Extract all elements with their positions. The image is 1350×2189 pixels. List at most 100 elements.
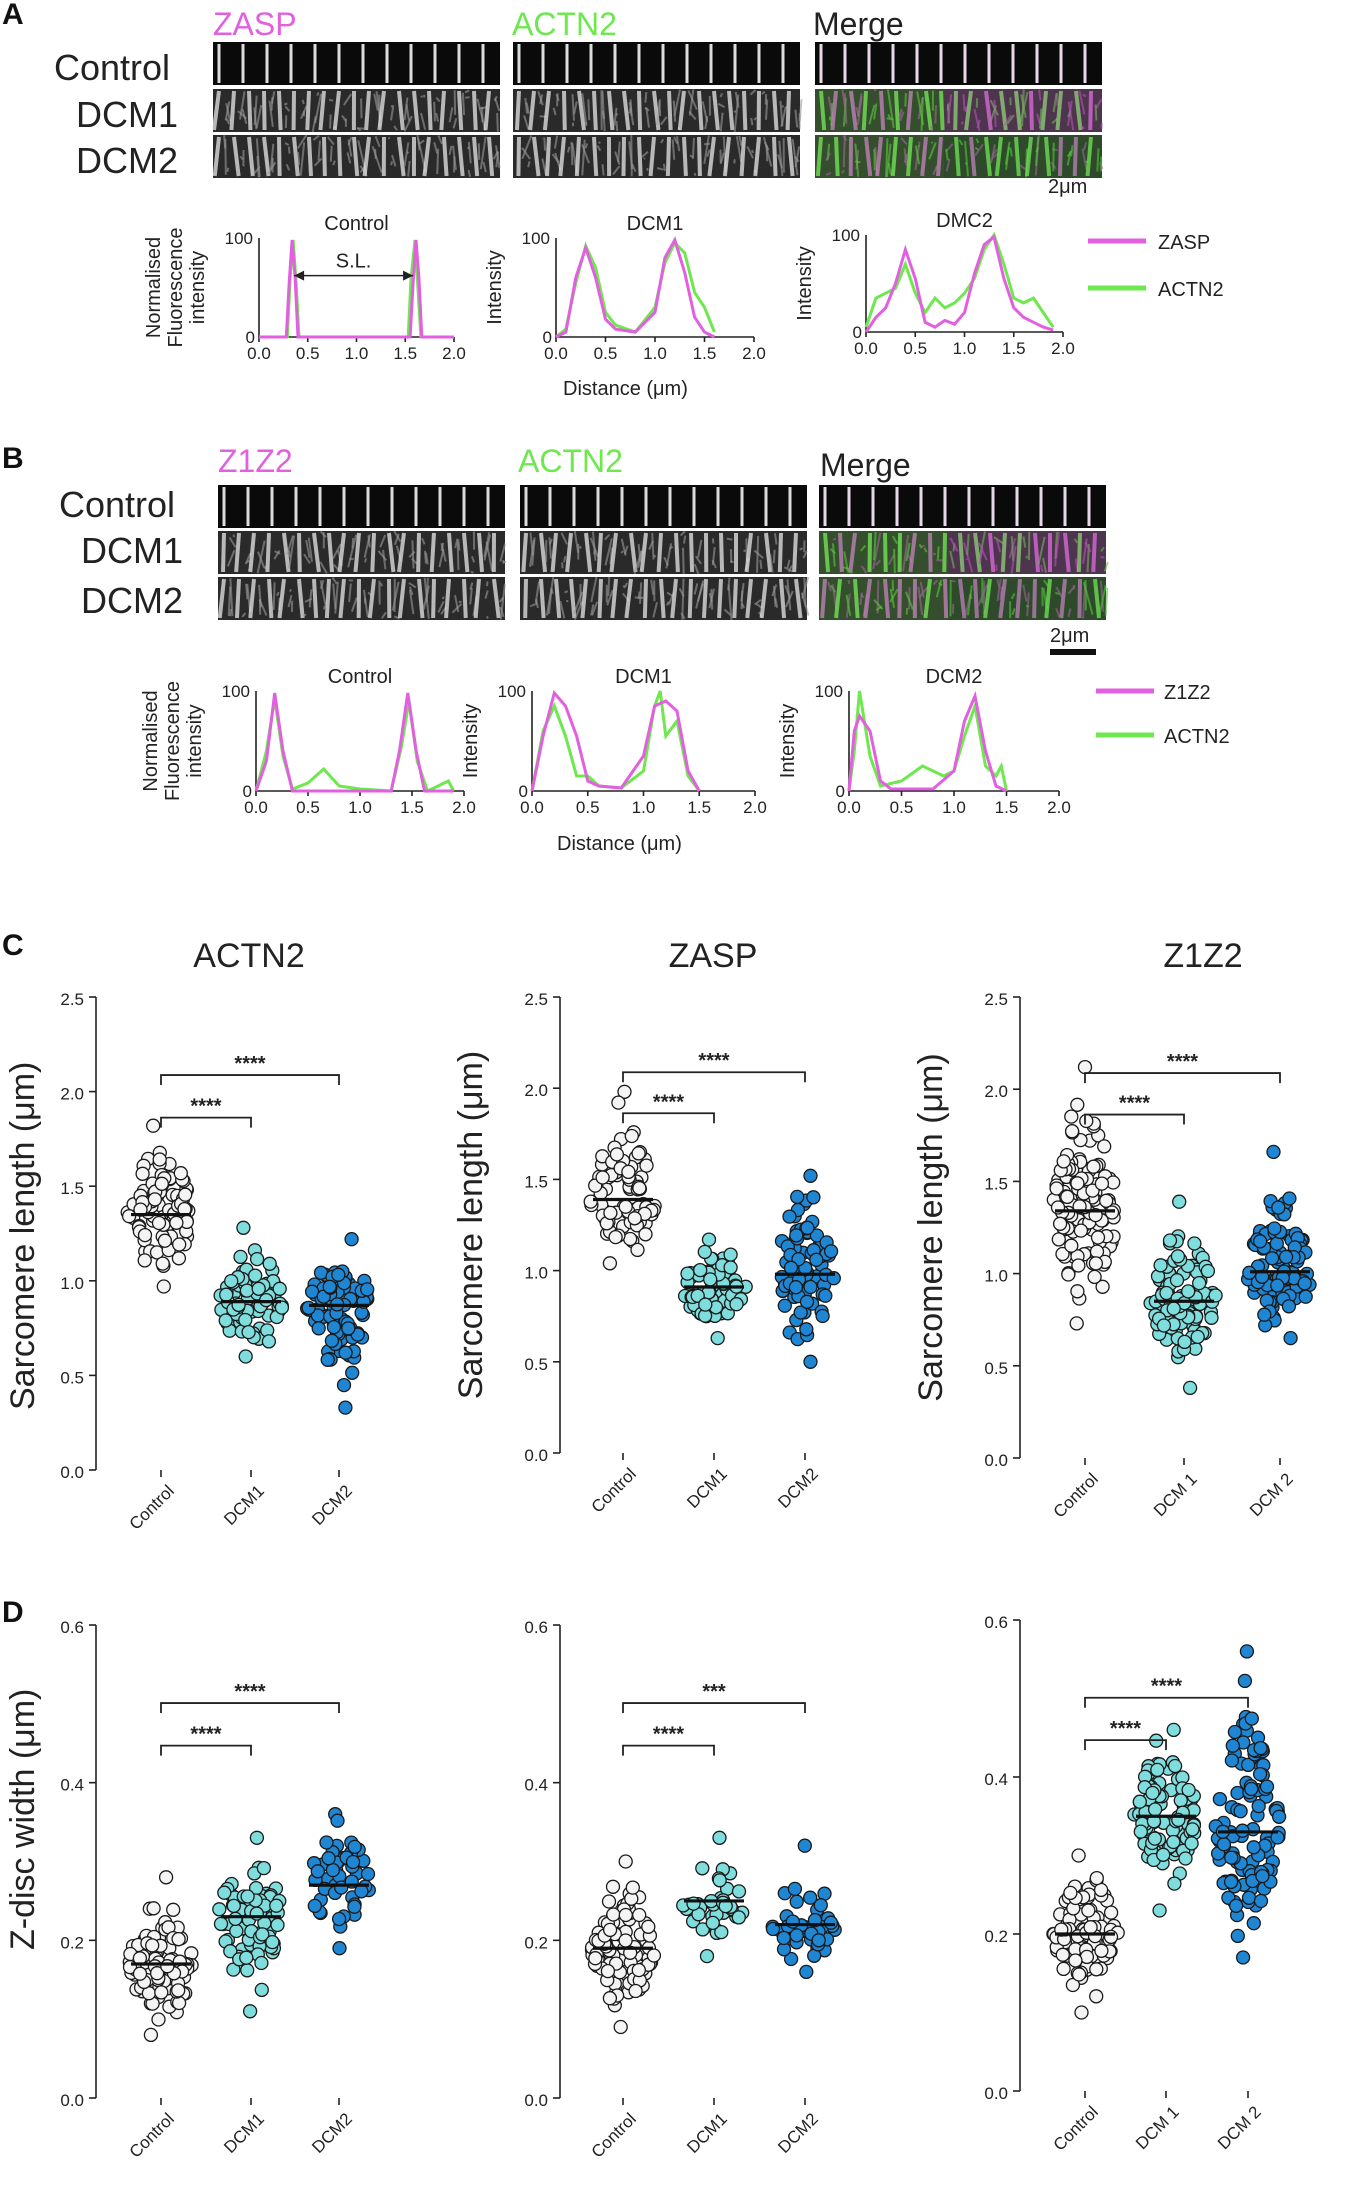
micrograph-stripe xyxy=(772,90,779,131)
micrograph-speckle xyxy=(769,554,774,573)
micrograph-speckle xyxy=(371,145,383,173)
micrograph-stripe xyxy=(607,90,615,131)
data-point xyxy=(239,1283,255,1298)
data-point xyxy=(793,1305,808,1320)
data-point xyxy=(609,1147,625,1162)
data-point xyxy=(1087,1269,1102,1285)
data-point xyxy=(618,1199,633,1214)
data-point xyxy=(790,1189,805,1205)
x-tick-label: DCM2 xyxy=(774,1464,821,1511)
significance-bracket xyxy=(160,1702,340,1714)
plot-title: Z1Z2 xyxy=(1163,937,1242,975)
data-point xyxy=(1192,1275,1207,1291)
micrograph-stripe xyxy=(327,532,335,573)
data-point xyxy=(1071,1258,1086,1273)
micrograph-speckle xyxy=(527,161,531,168)
data-point xyxy=(1156,1318,1172,1333)
data-point xyxy=(1061,1267,1076,1282)
data-point xyxy=(171,1931,186,1947)
micrograph-speckle xyxy=(496,112,499,132)
micrograph-stripe xyxy=(924,90,933,131)
x-tick-label: DCM1 xyxy=(220,2109,267,2156)
micrograph-speckle xyxy=(451,603,463,614)
micrograph-stripe xyxy=(815,136,823,177)
data-point xyxy=(217,1885,232,1900)
micrograph-speckle xyxy=(592,531,597,561)
micrograph-stripe xyxy=(998,578,1007,619)
micrograph-speckle xyxy=(614,151,621,166)
micrograph-stripe xyxy=(1091,532,1097,573)
micrograph-speckle xyxy=(829,548,836,555)
micrograph-speckle xyxy=(801,576,810,599)
micrograph-stripe xyxy=(234,578,241,619)
y-tick-label: 0.5 xyxy=(60,1368,84,1387)
significance-bracket xyxy=(622,1071,806,1083)
data-point xyxy=(1055,1246,1070,1262)
data-point xyxy=(1230,1928,1245,1944)
panel-b-profile-1-x-tick-label: 1.0 xyxy=(348,798,372,817)
data-point xyxy=(238,1312,253,1328)
micrograph-stripe xyxy=(792,532,798,573)
micrograph-stripe xyxy=(297,532,302,573)
data-point xyxy=(1063,1885,1078,1901)
data-point xyxy=(1145,1785,1160,1801)
data-point xyxy=(173,1166,188,1181)
x-tick-label: DCM2 xyxy=(308,1481,355,1528)
x-tick-label: DCM1 xyxy=(683,1464,730,1511)
micrograph-speckle xyxy=(1067,101,1075,131)
micrograph-speckle xyxy=(746,146,754,159)
data-point xyxy=(240,1889,255,1904)
micrograph-speckle xyxy=(875,559,881,566)
micrograph-speckle xyxy=(493,95,498,102)
micrograph-stripe xyxy=(397,136,406,177)
data-point xyxy=(149,1966,165,1981)
micrograph-stripe xyxy=(429,532,436,573)
micrograph-speckle xyxy=(786,559,791,569)
micrograph-speckle xyxy=(523,115,530,130)
data-point xyxy=(224,1273,239,1289)
micrograph-speckle xyxy=(551,153,560,163)
significance-label: **** xyxy=(234,1681,265,1703)
data-point xyxy=(1297,1276,1312,1291)
data-point xyxy=(249,1251,265,1267)
data-point xyxy=(228,1911,243,1927)
data-point xyxy=(301,1300,316,1316)
plot-d1: 0.0 0.2 0.4 0.6 Control DCM1 DCM2 **** **** xyxy=(60,1618,376,2162)
data-point xyxy=(1172,1194,1187,1209)
data-point xyxy=(1200,1263,1216,1279)
micrograph-speckle xyxy=(604,538,613,566)
micrograph-stripe xyxy=(569,578,577,619)
micrograph-speckle xyxy=(802,550,808,559)
data-point xyxy=(695,1861,710,1876)
data-point xyxy=(1246,1916,1261,1931)
data-point xyxy=(137,1227,153,1243)
micrograph-speckle xyxy=(1011,608,1016,616)
panel-b-profile-3-ylabel: Intensity xyxy=(777,704,799,778)
micrograph-speckle xyxy=(735,136,743,162)
data-point xyxy=(319,1835,334,1850)
data-point xyxy=(1233,1804,1248,1819)
micrograph-speckle xyxy=(287,550,291,558)
data-point xyxy=(1071,1848,1086,1863)
micrograph-speckle xyxy=(696,583,704,602)
micrograph-speckle xyxy=(693,563,700,575)
micrograph-stripe xyxy=(637,90,643,131)
micrograph-stripe xyxy=(550,532,558,573)
panel-b-profile-1-x-tick-label: 2.0 xyxy=(452,798,476,817)
x-tick-label: DCM2 xyxy=(308,2109,355,2156)
micrograph-speckle xyxy=(389,106,395,121)
micrograph-speckle xyxy=(435,97,441,103)
micrograph-speckle xyxy=(993,99,997,127)
micrograph-speckle xyxy=(381,611,387,619)
micrograph-speckle xyxy=(319,579,325,589)
micrograph-speckle xyxy=(548,537,552,559)
data-point xyxy=(624,1128,639,1144)
micrograph-speckle xyxy=(286,535,294,555)
panel-b-row-control: Control xyxy=(59,484,175,525)
x-tick-label: DCM 2 xyxy=(1214,2102,1265,2153)
micrograph-stripe xyxy=(597,578,603,619)
micrograph-speckle xyxy=(287,594,293,608)
micrograph-speckle xyxy=(253,107,258,130)
micrograph-stripe xyxy=(322,136,327,177)
panel-b-channel-z1z2: Z1Z2 xyxy=(218,443,293,479)
